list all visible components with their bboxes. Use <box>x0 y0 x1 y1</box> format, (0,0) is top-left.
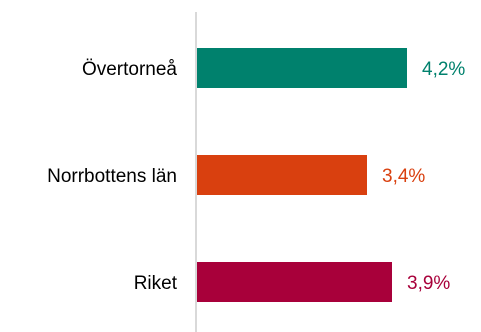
value-label-2: 3,9% <box>407 273 450 294</box>
value-label-0: 4,2% <box>422 59 465 80</box>
value-label-1: 3,4% <box>382 166 425 187</box>
bar-1 <box>197 155 367 195</box>
bars-group: Övertorneå 4,2% Norrbottens län 3,4% Riket 3,… <box>47 48 465 302</box>
bar-0 <box>197 48 407 88</box>
category-label-2: Riket <box>134 273 178 294</box>
category-label-0: Övertorneå <box>82 59 177 80</box>
bar-2 <box>197 262 392 302</box>
category-label-1: Norrbottens län <box>47 166 177 187</box>
